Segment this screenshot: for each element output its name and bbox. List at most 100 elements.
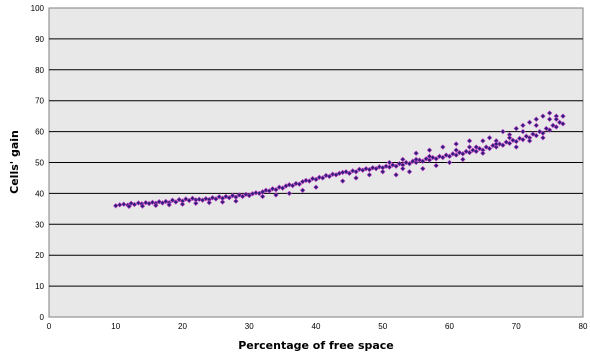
data-point [540,113,546,119]
y-tick-label: 40 [35,189,44,198]
data-point [400,156,406,163]
data-point [526,135,533,141]
data-point [533,132,539,139]
data-point [366,172,373,178]
data-point [239,193,246,200]
data-point [413,150,419,156]
data-point [153,202,159,209]
data-point [553,116,559,122]
data-point [353,175,359,181]
data-point [346,170,353,177]
data-point [193,200,199,206]
data-point [313,184,319,190]
data-point [513,138,519,145]
data-point [166,202,172,208]
data-point [560,113,566,119]
data-points [113,110,566,210]
data-point [306,178,313,184]
data-point [453,147,459,153]
y-tick-label: 100 [31,4,45,13]
data-point [121,201,127,207]
data-point [500,142,506,148]
data-point [420,158,426,164]
data-point [400,162,406,168]
data-point [526,138,533,144]
data-point [289,182,296,189]
data-point [226,195,232,201]
data-point [440,144,446,150]
data-point [131,201,138,208]
y-tick-label: 0 [40,313,45,322]
data-point [393,163,399,169]
y-tick-label: 50 [35,159,44,168]
x-tick-label: 0 [47,322,52,331]
data-point [233,198,239,204]
y-tick-label: 90 [35,35,44,44]
data-point [473,144,479,150]
data-point [386,164,393,170]
data-point [446,159,453,166]
data-point [433,162,439,169]
data-point [386,159,393,166]
data-point [473,148,479,155]
data-point [460,151,466,157]
data-point [520,136,526,143]
data-point [233,194,239,200]
data-point [520,128,526,135]
data-point [259,193,266,200]
data-point [420,165,426,172]
data-point [179,201,186,207]
data-point [560,121,566,127]
data-point [173,199,179,205]
data-point [426,153,433,160]
data-point [493,144,499,150]
data-point [273,192,279,198]
data-point [193,197,199,203]
data-point [460,156,466,163]
data-point [480,150,486,156]
tick-labels: 0 10 20 30 40 50 60 70 80 90 100 0 10 20 30 40 50 60 70 80 [31,4,588,331]
data-point [480,138,486,144]
data-point [326,173,333,180]
data-point [533,116,539,122]
data-point [506,135,513,141]
y-tick-label: 20 [35,251,44,260]
data-point [526,119,533,126]
data-point [480,147,486,153]
y-tick-label: 80 [35,66,44,75]
data-point [213,196,219,202]
data-point [513,144,519,150]
y-tick-label: 70 [35,97,44,106]
data-point [540,130,546,136]
y-axis-title: Cells' gain [8,130,21,194]
data-point [466,144,473,150]
data-point [126,203,132,210]
data-point [313,176,319,183]
data-point [316,174,323,181]
data-point [533,122,539,129]
data-point [493,141,499,147]
data-point [546,127,553,133]
y-tick-label: 60 [35,128,44,137]
data-point [113,203,119,209]
x-tick-label: 30 [245,322,254,331]
data-point [546,110,553,116]
data-point [406,161,413,167]
data-point [506,132,513,138]
data-point [520,122,526,129]
data-point [453,141,459,147]
x-tick-label: 40 [312,322,321,331]
x-tick-label: 70 [512,322,521,331]
data-point [299,187,306,193]
data-point [303,177,309,184]
x-tick-label: 10 [111,322,120,331]
data-point [453,152,459,158]
data-point [139,203,146,209]
data-point [393,172,399,178]
data-point [413,156,419,163]
data-point [340,178,346,184]
x-tick-label: 60 [445,322,454,331]
data-point [553,124,559,130]
